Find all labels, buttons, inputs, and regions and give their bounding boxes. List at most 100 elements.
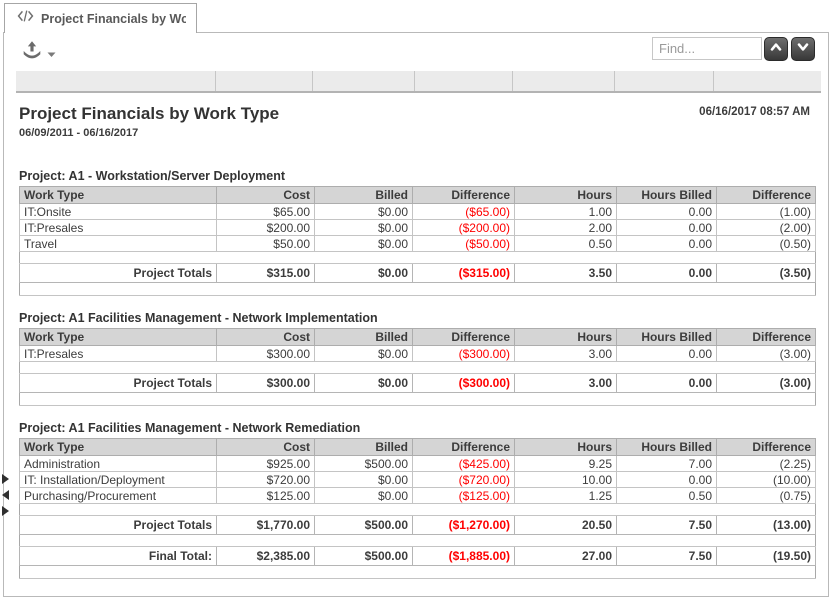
table-cell: ($720.00) — [412, 471, 515, 488]
table-cell: IT:Presales — [19, 219, 217, 236]
column-header: Difference — [716, 328, 816, 346]
table-cell: (19.50) — [716, 546, 816, 566]
column-header: Cost — [216, 186, 315, 204]
row-marker-icon[interactable] — [2, 506, 9, 516]
table-cell: 0.00 — [616, 203, 717, 220]
table-row: IT:Presales $300.00 $0.00 ($300.00) 3.00 0.00… — [19, 345, 816, 362]
table-cell: ($315.00) — [412, 263, 515, 283]
report-generated-timestamp: 06/16/2017 08:57 AM — [699, 106, 810, 118]
export-button[interactable] — [18, 37, 58, 70]
column-header: Difference — [412, 438, 515, 456]
report-title: Project Financials by Work Type — [19, 104, 280, 123]
spacer-row — [19, 503, 816, 516]
project-section-title: Project: A1 Facilities Management - Netw… — [19, 421, 361, 435]
table-cell: 0.50 — [514, 235, 617, 252]
band-cell — [714, 71, 821, 91]
column-header: Hours Billed — [616, 328, 717, 346]
table-cell: (1.00) — [716, 203, 816, 220]
table-cell: (0.50) — [716, 235, 816, 252]
table-cell: IT: Installation/Deployment — [19, 471, 217, 488]
table-cell: $2,385.00 — [216, 546, 315, 566]
column-band — [16, 71, 821, 93]
table-cell: $200.00 — [216, 219, 315, 236]
table-cell: 0.50 — [616, 487, 717, 504]
table-row: Travel $50.00 $0.00 ($50.00) 0.50 0.00 (0.50) — [19, 235, 816, 252]
table-row: Purchasing/Procurement $125.00 $0.00 ($125.… — [19, 487, 816, 504]
table-row: IT:Presales $200.00 $0.00 ($200.00) 2.00 0.00… — [19, 219, 816, 236]
table-cell: Final Total: — [19, 546, 217, 566]
toolbar — [4, 33, 828, 69]
table-cell: $1,770.00 — [216, 515, 315, 535]
band-cell — [16, 71, 216, 91]
column-header: Work Type — [19, 438, 217, 456]
table-cell: $125.00 — [216, 487, 315, 504]
row-marker-icon[interactable] — [2, 474, 9, 484]
table-cell: 0.00 — [616, 219, 717, 236]
table-cell: (2.25) — [716, 455, 816, 472]
project-section: Project: A1 - Workstation/Server Deploym… — [19, 169, 828, 296]
spacer-row — [19, 251, 816, 264]
column-header: Hours — [514, 438, 617, 456]
table-cell: ($65.00) — [412, 203, 515, 220]
column-header: Billed — [314, 438, 413, 456]
table-cell: Project Totals — [19, 515, 217, 535]
table-cell: ($300.00) — [412, 345, 515, 362]
find-next-button[interactable] — [791, 37, 815, 61]
column-header: Difference — [412, 186, 515, 204]
band-cell — [415, 71, 513, 91]
table-cell: (10.00) — [716, 471, 816, 488]
tab-title: Project Financials by Work T... — [41, 11, 186, 26]
row-marker-icon[interactable] — [2, 490, 9, 500]
financials-table: Work Type Cost Billed Difference Hours Hours … — [19, 438, 816, 579]
column-header: Hours Billed — [616, 438, 717, 456]
column-header: Work Type — [19, 328, 217, 346]
table-cell: IT:Onsite — [19, 203, 217, 220]
table-cell: 3.00 — [514, 345, 617, 362]
project-section: Project: A1 Facilities Management - Netw… — [19, 311, 828, 406]
table-row: IT: Installation/Deployment $720.00 $0.00(… — [19, 471, 816, 488]
find-input[interactable] — [652, 37, 762, 60]
table-cell: ($425.00) — [412, 455, 515, 472]
table-cell: $925.00 — [216, 455, 315, 472]
table-cell: 7.50 — [616, 515, 717, 535]
tab-project-financials[interactable]: Project Financials by Work T... — [4, 3, 197, 33]
table-row: Administration $925.00 $500.00 ($425.00) 9.2… — [19, 455, 816, 472]
table-cell: $500.00 — [314, 455, 413, 472]
spacer-cell — [19, 503, 816, 516]
table-cell: (3.00) — [716, 373, 816, 393]
report-viewer: Project Financials by Work Type 06/09/20… — [3, 32, 829, 597]
table-cell: $65.00 — [216, 203, 315, 220]
find-previous-button[interactable] — [764, 37, 788, 61]
spacer-cell — [19, 361, 816, 374]
table-cell: 0.00 — [616, 471, 717, 488]
band-cell — [615, 71, 715, 91]
table-cell: 3.00 — [514, 373, 617, 393]
table-cell: $0.00 — [314, 373, 413, 393]
spacer-row — [19, 282, 816, 296]
table-cell: 0.00 — [616, 345, 717, 362]
table-cell: 9.25 — [514, 455, 617, 472]
table-cell: $720.00 — [216, 471, 315, 488]
project-totals-row: Project Totals $315.00 $0.00 ($315.00) 3.50 0… — [19, 263, 816, 283]
header-row: Work Type Cost Billed Difference Hours Hours … — [19, 186, 816, 204]
column-header: Billed — [314, 328, 413, 346]
report-date-range: 06/09/2011 - 06/16/2017 — [19, 127, 139, 139]
project-section-title: Project: A1 - Workstation/Server Deploym… — [19, 169, 286, 183]
table-cell: $0.00 — [314, 203, 413, 220]
column-header: Work Type — [19, 186, 217, 204]
table-cell: $500.00 — [314, 546, 413, 566]
table-cell: $0.00 — [314, 487, 413, 504]
code-icon — [17, 9, 34, 28]
table-cell: 20.50 — [514, 515, 617, 535]
table-cell: 1.00 — [514, 203, 617, 220]
spacer-row — [19, 565, 816, 579]
table-cell: 0.00 — [616, 263, 717, 283]
column-header: Difference — [412, 328, 515, 346]
spacer-cell — [19, 282, 816, 296]
column-header: Difference — [716, 438, 816, 456]
report-header: Project Financials by Work Type 06/09/20… — [19, 104, 810, 139]
table-cell: $500.00 — [314, 515, 413, 535]
band-cell — [513, 71, 615, 91]
table-cell: $300.00 — [216, 345, 315, 362]
financials-table: Work Type Cost Billed Difference Hours Hours … — [19, 328, 816, 406]
